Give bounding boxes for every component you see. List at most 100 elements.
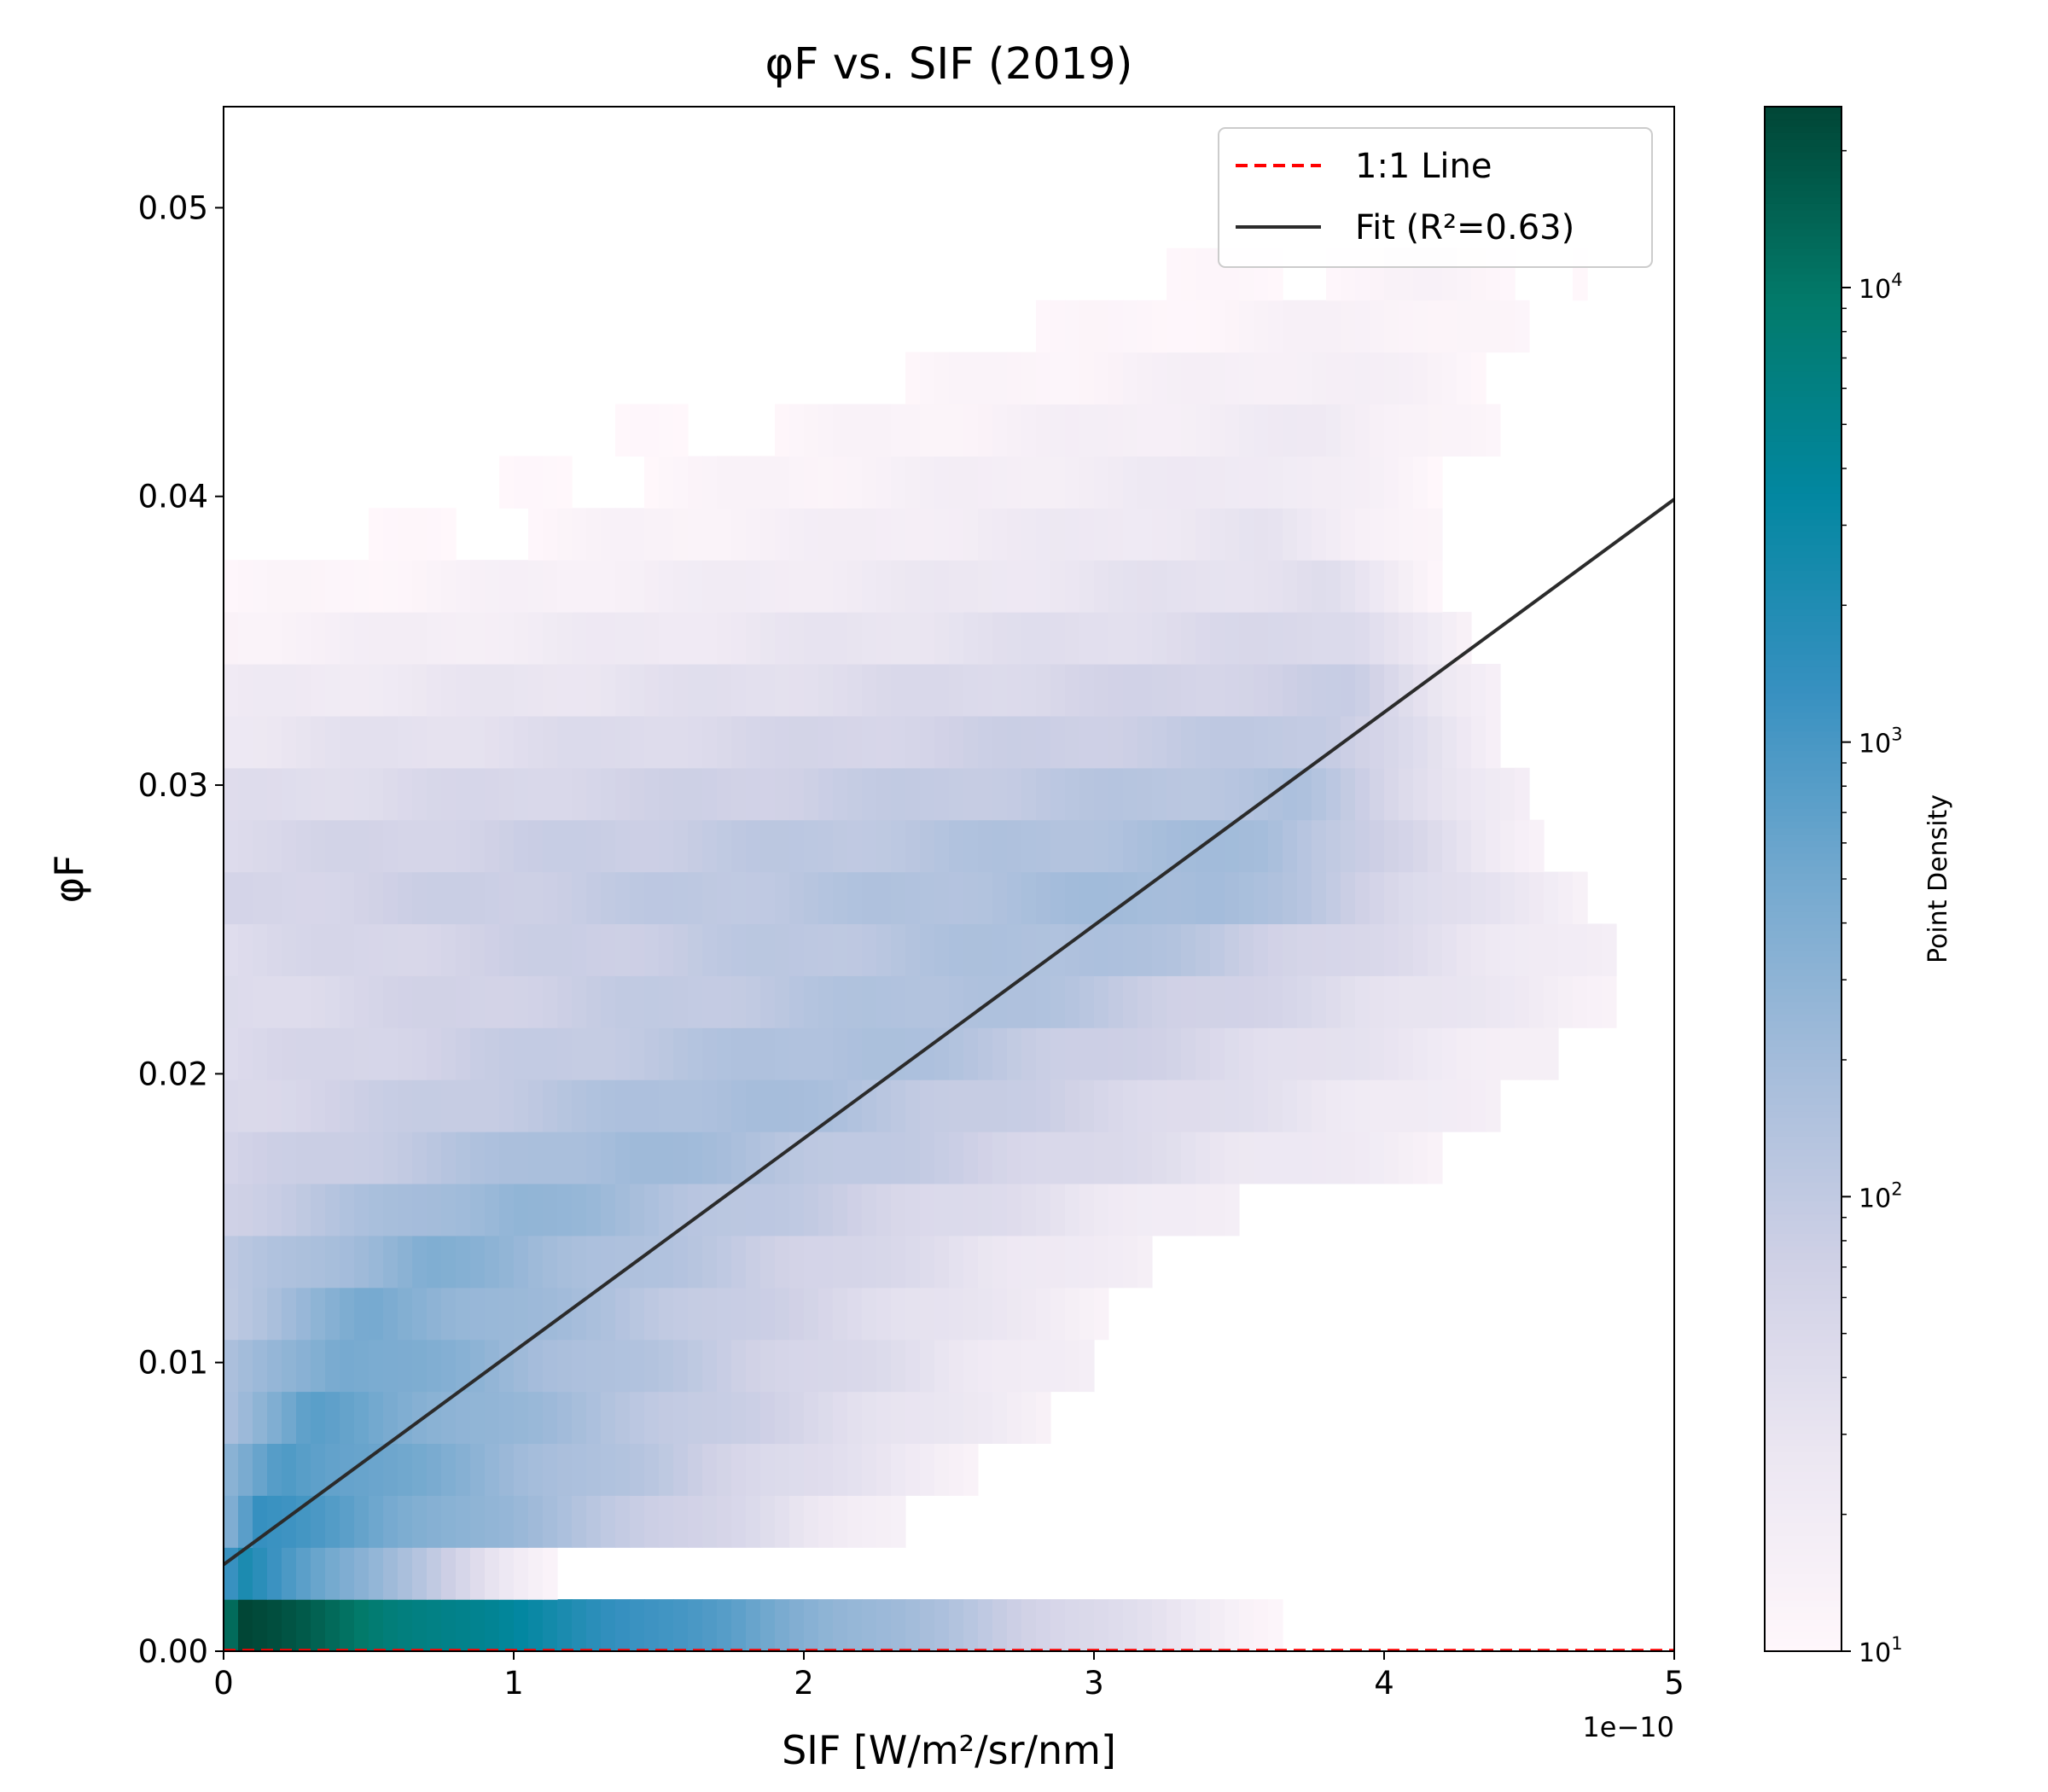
heatmap-cell (760, 1027, 776, 1080)
heatmap-cell (340, 767, 355, 821)
heatmap-cell (615, 819, 631, 873)
heatmap-cell (789, 1079, 805, 1132)
heatmap-cell (978, 1183, 993, 1236)
heatmap-cell (920, 975, 935, 1028)
heatmap-cell (659, 1132, 674, 1184)
legend-label-one-to-one: 1:1 Line (1355, 147, 1492, 186)
colorbar-gradient-step (1765, 640, 1841, 649)
heatmap-cell (601, 975, 616, 1028)
heatmap-cell (499, 1079, 515, 1132)
heatmap-cell (1108, 352, 1124, 405)
heatmap-cell (1225, 1027, 1240, 1080)
heatmap-cell (630, 404, 645, 457)
colorbar-gradient-step (1765, 1522, 1841, 1530)
heatmap-cell (775, 715, 790, 769)
heatmap-cell (717, 923, 732, 976)
heatmap-cell (949, 715, 964, 769)
colorbar-gradient-step (1765, 1155, 1841, 1163)
heatmap-cell (557, 1339, 573, 1393)
heatmap-cell (963, 663, 979, 717)
heatmap-cell (804, 1339, 819, 1393)
heatmap-cell (456, 1183, 471, 1236)
colorbar-gradient-step (1765, 879, 1841, 887)
colorbar-gradient-step (1765, 499, 1841, 507)
heatmap-cell (963, 767, 979, 821)
colorbar-gradient-step (1765, 602, 1841, 610)
heatmap-cell (296, 1547, 311, 1600)
heatmap-cell (688, 456, 703, 509)
heatmap-cell (282, 1339, 297, 1393)
heatmap-cell (1036, 1235, 1051, 1289)
heatmap-cell (847, 1079, 863, 1132)
heatmap-cell (354, 819, 369, 873)
heatmap-cell (1152, 819, 1167, 873)
heatmap-cell (398, 819, 413, 873)
heatmap-cell (1428, 715, 1443, 769)
heatmap-cell (340, 715, 355, 769)
heatmap-cell (630, 715, 645, 769)
heatmap-cell (1065, 767, 1080, 821)
heatmap-cell (1384, 300, 1399, 353)
heatmap-cell (789, 1183, 805, 1236)
heatmap-cell (586, 1495, 602, 1548)
heatmap-cell (1312, 871, 1327, 925)
heatmap-cell (1355, 819, 1370, 873)
heatmap-cell (528, 663, 544, 717)
heatmap-cell (398, 1495, 413, 1548)
heatmap-cell (238, 1183, 253, 1236)
colorbar-gradient-step (1765, 164, 1841, 172)
heatmap-cell (601, 1183, 616, 1236)
heatmap-cell (644, 1599, 660, 1651)
heatmap-cell (499, 871, 515, 925)
heatmap-cell (369, 1132, 384, 1184)
heatmap-cell (644, 1287, 660, 1341)
heatmap-cell (1283, 819, 1298, 873)
heatmap-cell (804, 1443, 819, 1496)
heatmap-cell (1137, 1235, 1153, 1289)
heatmap-cell (760, 923, 776, 976)
heatmap-cell (949, 871, 964, 925)
heatmap-cell (296, 1443, 311, 1496)
heatmap-cell (282, 819, 297, 873)
colorbar-gradient-step (1765, 151, 1841, 160)
heatmap-cell (383, 612, 399, 665)
heatmap-cell (1021, 508, 1037, 561)
heatmap-cell (1079, 1339, 1095, 1393)
heatmap-cell (673, 1132, 689, 1184)
heatmap-cell (1167, 767, 1182, 821)
heatmap-cell (876, 1287, 892, 1341)
colorbar-gradient-step (1765, 1387, 1841, 1395)
heatmap-cell (992, 767, 1008, 821)
heatmap-cell (543, 1183, 558, 1236)
heatmap-cell (992, 560, 1008, 613)
heatmap-cell (804, 715, 819, 769)
heatmap-cell (1196, 1132, 1211, 1184)
heatmap-cell (253, 715, 268, 769)
heatmap-cell (1312, 1079, 1327, 1132)
heatmap-cell (1471, 715, 1487, 769)
heatmap-cell (1196, 1027, 1211, 1080)
heatmap-cell (760, 1132, 776, 1184)
colorbar-gradient-step (1765, 177, 1841, 185)
heatmap-cell (1283, 767, 1298, 821)
heatmap-cell (1341, 715, 1356, 769)
heatmap-cell (528, 1495, 544, 1548)
heatmap-cell (369, 1287, 384, 1341)
heatmap-cell (963, 1599, 979, 1651)
heatmap-cell (456, 819, 471, 873)
heatmap-cell (1108, 612, 1124, 665)
heatmap-cell (1094, 1132, 1109, 1184)
heatmap-cell (1283, 1079, 1298, 1132)
heatmap-cell (905, 663, 921, 717)
colorbar-gradient-step (1765, 203, 1841, 211)
heatmap-cell (354, 975, 369, 1028)
heatmap-cell (1442, 404, 1457, 457)
colorbar-gradient-step (1765, 1470, 1841, 1479)
colorbar-gradient-step (1765, 480, 1841, 487)
colorbar-gradient-step (1765, 608, 1841, 616)
heatmap-cell (1341, 612, 1356, 665)
heatmap-cell (804, 871, 819, 925)
heatmap-cell (1239, 352, 1254, 405)
heatmap-cell (673, 1287, 689, 1341)
heatmap-cell (1123, 1235, 1138, 1289)
